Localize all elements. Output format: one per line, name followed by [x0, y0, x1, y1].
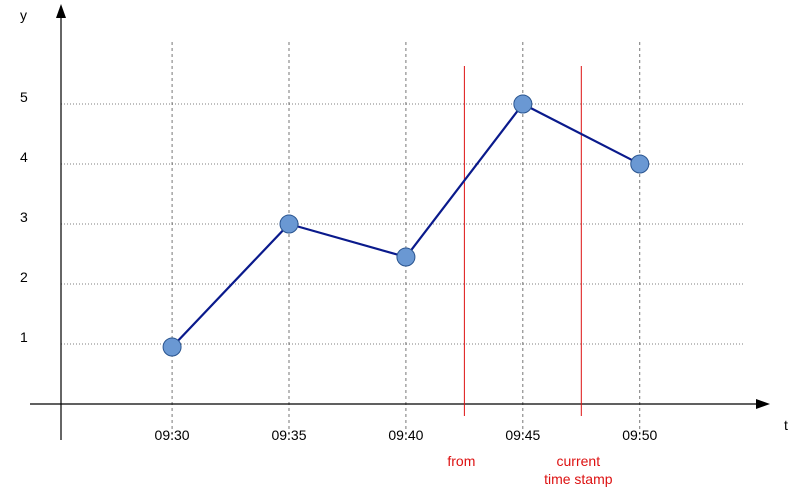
data-point-1 [279, 214, 299, 234]
x-tick-label-3: 09:45 [505, 427, 540, 443]
grid-lines [61, 42, 745, 440]
x-tick-label-4: 09:50 [622, 427, 657, 443]
y-tick-label-2: 2 [20, 269, 28, 285]
y-tick-label-3: 3 [20, 209, 28, 225]
y-tick-label-5: 5 [20, 89, 28, 105]
data-point-0 [162, 337, 182, 357]
axes [30, 4, 770, 440]
data-point-3 [513, 94, 533, 114]
y-tick-label-4: 4 [20, 149, 28, 165]
data-point-2 [396, 247, 416, 267]
y-axis-arrow-icon [56, 4, 66, 18]
y-tick-label-1: 1 [20, 329, 28, 345]
tick-labels: t y 1 2 3 4 5 09:30 09:35 09:40 09:45 09:50 from curr… [20, 7, 788, 487]
x-tick-label-2: 09:40 [388, 427, 423, 443]
time-marker-label-1: current time stamp [544, 453, 613, 487]
time-markers [463, 66, 582, 416]
x-axis-arrow-icon [756, 399, 770, 409]
x-axis-label: t [784, 417, 788, 433]
x-tick-label-0: 09:30 [155, 427, 190, 443]
data-point-4 [630, 154, 650, 174]
y-axis-label: y [20, 7, 27, 23]
data-series [162, 94, 650, 357]
time-marker-label-0: from [447, 453, 475, 469]
x-tick-label-1: 09:35 [271, 427, 306, 443]
